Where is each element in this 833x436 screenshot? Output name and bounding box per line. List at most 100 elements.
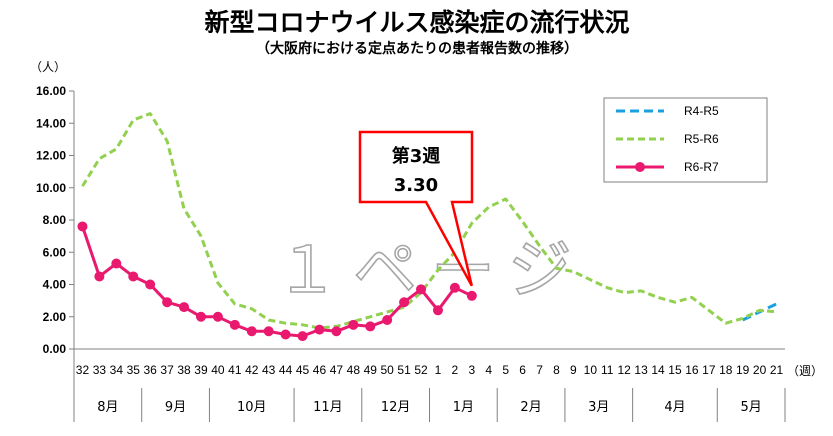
data-point [246,326,257,337]
annotation-callout: 第3週 3.30 [358,130,474,287]
data-point [128,271,139,282]
data-point [382,314,393,325]
x-tick-label: 15 [668,363,682,377]
data-point [331,326,342,337]
data-point [280,329,291,340]
x-tick-label: 33 [93,363,107,377]
data-point [449,282,460,293]
y-tick-label: 2.00 [43,310,67,324]
x-tick-label: 5 [502,363,509,377]
data-point [162,297,173,308]
legend-label: R6-R7 [684,160,719,174]
y-tick-label: 10.00 [36,181,66,195]
y-tick-label: 0.00 [43,342,67,356]
month-label: 10月 [237,400,267,415]
data-point [212,311,223,322]
month-label: 5月 [741,400,762,415]
month-label: 11月 [313,400,343,415]
x-tick-label: 37 [160,363,174,377]
month-label: 12月 [381,400,411,415]
data-point [399,297,410,308]
y-tick-label: 8.00 [43,213,67,227]
x-tick-label: 52 [414,363,428,377]
x-tick-label: 11 [601,363,614,377]
x-tick-label: 50 [380,363,394,377]
month-label: 4月 [664,400,685,415]
legend-label: R4-R5 [684,104,719,118]
x-tick-label: 40 [211,363,225,377]
x-axis-label: （週） [787,364,823,378]
x-tick-label: 46 [313,363,327,377]
axes: 0.00 2.00 4.00 6.00 8.00 10.00 12.00 14.00 16.00… [36,84,786,422]
x-tick-label: 42 [245,363,259,377]
x-tick-label: 48 [347,363,361,377]
data-point [348,319,359,330]
x-tick-label: 14 [651,363,665,377]
data-point [365,321,376,332]
data-point [145,279,156,290]
month-label: 3月 [588,400,609,415]
data-point [195,311,206,322]
legend-marker [635,162,645,172]
x-tick-label: 16 [685,363,699,377]
x-tick-label: 39 [194,363,208,377]
y-axis-label: （人） [30,60,66,74]
x-tick-label: 34 [110,363,124,377]
month-label: 1月 [453,400,474,415]
data-point [179,302,190,313]
series-layer [77,112,778,342]
data-point [229,319,240,330]
y-tick-label: 6.00 [43,245,67,259]
x-tick-label: 35 [127,363,141,377]
series-line-r5-r6 [81,112,777,330]
x-tick-label: 18 [719,363,733,377]
x-tick-label: 6 [519,363,526,377]
x-tick-label: 38 [177,363,191,377]
x-tick-label: 2 [452,363,459,377]
data-point [466,290,477,301]
x-tick-label: 44 [279,363,293,377]
x-tick-label: 8 [553,363,560,377]
data-point [432,305,443,316]
annotation-value: 3.30 [394,175,438,196]
x-tick-label: 47 [330,363,344,377]
data-point [77,221,88,232]
x-tick-label: 45 [296,363,310,377]
month-label: 8月 [97,400,118,415]
x-tick-label: 7 [536,363,543,377]
x-tick-label: 36 [143,363,157,377]
x-tick-label: 49 [364,363,378,377]
data-point [263,326,274,337]
x-tick-label: 32 [76,363,90,377]
legend-label: R5-R6 [684,132,719,146]
x-tick-label: 19 [736,363,750,377]
month-label: 9月 [165,400,186,415]
chart-title: 新型コロナウイルス感染症の流行状況 [204,8,629,37]
annotation-week: 第3週 [392,145,441,167]
chart-subtitle: （大阪府における定点あたりの患者報告数の推移） [256,40,578,57]
y-tick-label: 4.00 [43,278,67,292]
y-tick-label: 14.00 [36,116,66,130]
x-tick-label: 43 [262,363,276,377]
data-point [314,324,325,335]
data-point [94,271,105,282]
data-point [297,331,308,342]
y-tick-label: 12.00 [36,149,66,163]
x-tick-label: 1 [435,363,442,377]
x-tick-label: 9 [570,363,577,377]
y-tick-label: 16.00 [36,84,66,98]
x-tick-label: 20 [753,363,767,377]
x-tick-label: 17 [702,363,716,377]
data-point [111,258,122,269]
x-tick-label: 3 [468,363,475,377]
x-tick-label: 4 [485,363,492,377]
x-tick-label: 13 [634,363,648,377]
legend: R4-R5 R5-R6 R6-R7 [603,97,768,183]
x-tick-label: 51 [397,363,411,377]
x-tick-label: 12 [617,363,631,377]
x-tick-label: 21 [770,363,784,377]
x-tick-label: 10 [584,363,598,377]
x-tick-label: 41 [228,363,242,377]
watermark-text: １ページ [275,234,586,308]
